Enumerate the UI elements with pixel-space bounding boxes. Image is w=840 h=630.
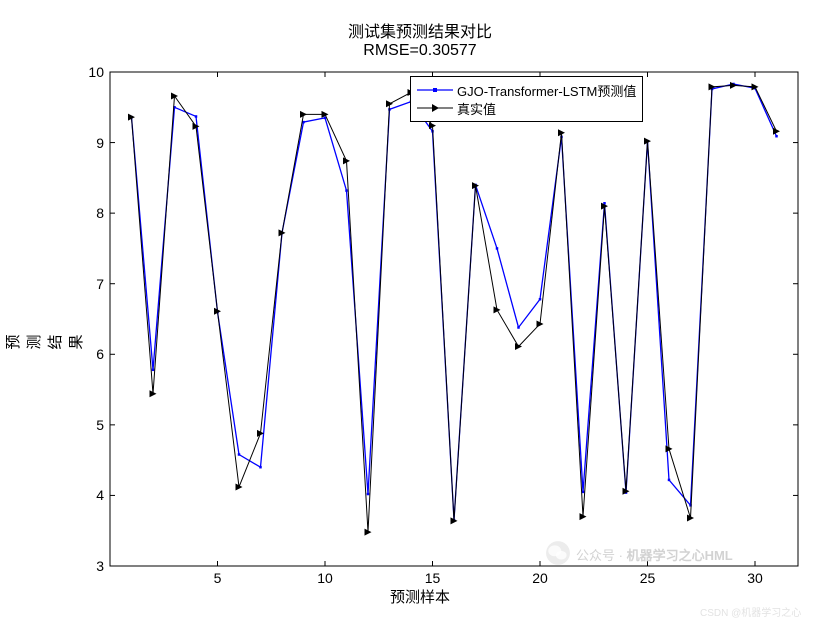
wechat-icon — [545, 540, 571, 566]
y-tick-label: 6 — [82, 346, 104, 362]
y-tick-label: 8 — [82, 205, 104, 221]
watermark-bold: 机器学习之心HML — [627, 548, 733, 563]
marker-predicted — [152, 369, 155, 372]
y-tick-label: 10 — [82, 64, 104, 80]
series-truth-line — [132, 85, 777, 532]
marker-truth — [773, 128, 780, 135]
marker-predicted — [195, 115, 198, 118]
legend-label-truth: 真实值 — [457, 99, 496, 118]
x-tick-label: 15 — [425, 570, 441, 586]
marker-predicted — [345, 189, 348, 192]
x-tick-label: 25 — [640, 570, 656, 586]
marker-predicted — [238, 453, 241, 456]
x-tick-label: 30 — [747, 570, 763, 586]
marker-predicted — [775, 135, 778, 138]
chart-container: 测试集预测结果对比 RMSE=0.30577 预测结果 预测样本 5101520… — [0, 0, 840, 630]
legend-swatch-predicted — [417, 81, 453, 99]
y-tick-label: 7 — [82, 276, 104, 292]
marker-predicted — [539, 298, 542, 301]
x-tick-label: 10 — [317, 570, 333, 586]
watermark-csdn: CSDN @机器学习之心 — [700, 604, 801, 619]
marker-predicted — [259, 466, 262, 469]
marker-predicted — [496, 247, 499, 250]
legend-item-truth: 真实值 — [417, 99, 636, 117]
legend-swatch-truth — [417, 99, 453, 117]
series-predicted-line — [132, 84, 777, 520]
watermark-main: 公众号 · 机器学习之心HML — [576, 545, 733, 564]
x-tick-label: 5 — [214, 570, 222, 586]
plot-border — [110, 72, 798, 566]
y-tick-label: 5 — [82, 417, 104, 433]
marker-predicted — [668, 479, 671, 482]
legend-item-predicted: GJO-Transformer-LSTM预测值 — [417, 81, 636, 99]
y-tick-label: 4 — [82, 487, 104, 503]
marker-predicted — [367, 493, 370, 496]
y-tick-label: 9 — [82, 135, 104, 151]
legend-label-predicted: GJO-Transformer-LSTM预测值 — [457, 81, 636, 100]
y-tick-label: 3 — [82, 558, 104, 574]
watermark-prefix: 公众号 · — [576, 548, 627, 563]
marker-predicted — [517, 326, 520, 329]
legend: GJO-Transformer-LSTM预测值 真实值 — [410, 76, 643, 122]
x-tick-label: 20 — [532, 570, 548, 586]
